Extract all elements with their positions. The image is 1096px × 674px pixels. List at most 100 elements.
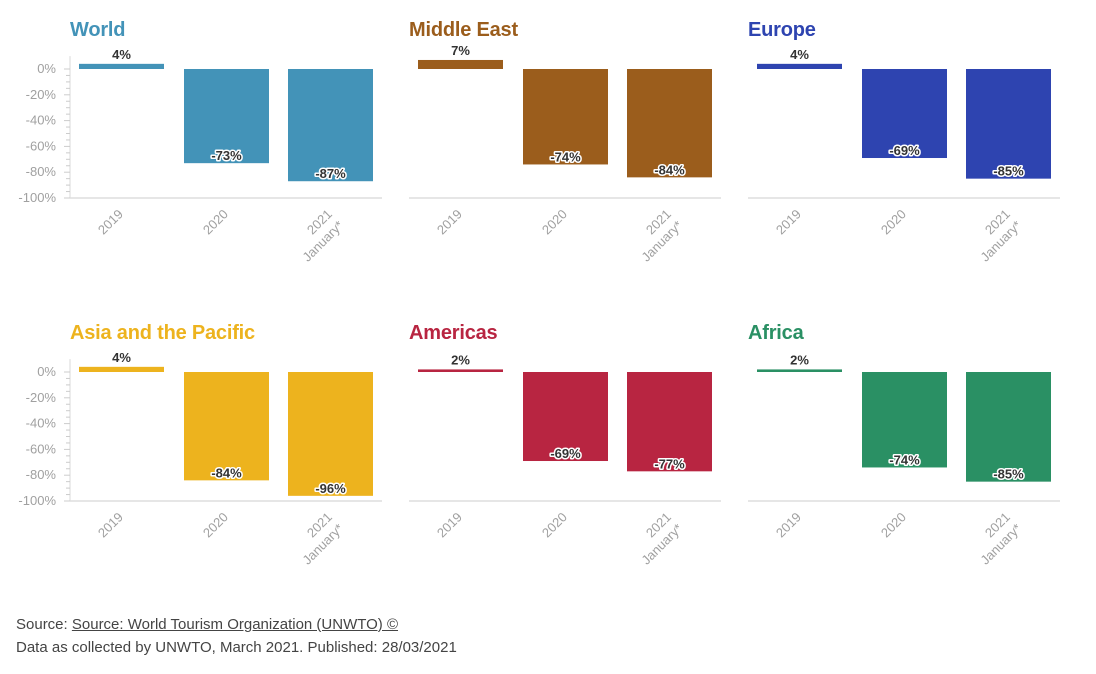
panel-asia-pacific: Asia and the Pacific 0% -20% -40% -60% -80% -… <box>0 303 382 593</box>
y-tick-label: 0% <box>37 364 56 379</box>
x-tick-label: 2019 <box>95 206 126 237</box>
y-tick-label: -80% <box>26 467 57 482</box>
data-label: -84% <box>654 162 685 177</box>
x-tick-label-line: 2020 <box>878 206 909 237</box>
x-tick-label: 2019 <box>773 206 804 237</box>
x-tick-label-line: 2020 <box>878 509 909 540</box>
bar <box>757 63 842 69</box>
small-multiples-chart: World 0% -20% -40% -60% -80% -100% 4% -73% -87% 2… <box>0 0 1060 593</box>
x-tick-label-line: 2020 <box>539 206 570 237</box>
panel-title: World <box>70 19 126 41</box>
data-label: -73% <box>211 148 242 163</box>
bar <box>184 69 269 164</box>
bar <box>966 69 1051 179</box>
source-line: Source: Source: World Tourism Organizati… <box>16 613 457 636</box>
data-label: -77% <box>654 456 685 471</box>
x-tick-label: 2019 <box>434 206 465 237</box>
y-tick-label: -40% <box>26 416 57 431</box>
bar <box>627 372 712 472</box>
x-tick-label-line: 2020 <box>539 509 570 540</box>
data-label: 2% <box>451 352 470 367</box>
panel-title: Africa <box>748 322 804 344</box>
x-tick-label-line: 2019 <box>95 509 126 540</box>
data-label: 4% <box>790 47 809 62</box>
x-tick-label: 2020 <box>878 206 909 237</box>
source-link[interactable]: Source: World Tourism Organization (UNWT… <box>71 616 399 633</box>
panel-title: Americas <box>409 322 498 344</box>
x-tick-label: 2020 <box>539 206 570 237</box>
y-tick-label: -60% <box>26 441 57 456</box>
data-label: -69% <box>550 446 581 461</box>
chart-footer: Source: Source: World Tourism Organizati… <box>16 613 457 659</box>
bar <box>418 59 503 69</box>
data-label: 2% <box>790 352 809 367</box>
x-tick-label: 2019 <box>434 509 465 540</box>
panel-world: World 0% -20% -40% -60% -80% -100% 4% -73% -87% 2… <box>0 0 382 290</box>
panel-title: Middle East <box>409 19 518 41</box>
bar <box>523 372 608 462</box>
x-tick-label: 2020 <box>200 206 231 237</box>
y-tick-label: 0% <box>37 61 56 76</box>
bar-chart: 0% -20% -40% -60% -80% -100% 4% -73% -87% 2019 202… <box>18 45 382 265</box>
y-tick-label: -100% <box>18 493 56 508</box>
bar <box>627 69 712 178</box>
x-tick-label: 2019 <box>773 509 804 540</box>
bar <box>184 372 269 481</box>
bar <box>862 69 947 159</box>
bar <box>79 366 164 372</box>
data-label: -85% <box>993 164 1024 179</box>
data-label: -84% <box>211 465 242 480</box>
y-tick-label: -100% <box>18 190 56 205</box>
data-note: Data as collected by UNWTO, March 2021. … <box>16 639 457 656</box>
data-label: 4% <box>112 350 131 365</box>
bar-chart: 0% -20% -40% -60% -80% -100% 4% -84% -96% 2019 202… <box>18 348 382 568</box>
data-label: -69% <box>889 143 920 158</box>
x-tick-label: 2020 <box>539 509 570 540</box>
x-tick-label-line: 2019 <box>95 206 126 237</box>
panel-europe: Europe 4% -69% -85% 2019 2020 2021 January* <box>678 0 1060 290</box>
x-tick-label: 2019 <box>95 509 126 540</box>
bar <box>288 69 373 182</box>
panel-title: Europe <box>748 19 816 41</box>
data-label: 4% <box>112 47 131 62</box>
x-tick-label-line: 2020 <box>200 509 231 540</box>
y-tick-label: -20% <box>26 390 57 405</box>
x-tick-label-line: 2019 <box>434 206 465 237</box>
y-tick-label: -60% <box>26 138 57 153</box>
data-label: -74% <box>889 452 920 467</box>
x-tick-label-line: 2019 <box>773 206 804 237</box>
x-tick-label-line: 2020 <box>200 206 231 237</box>
data-label: 7% <box>451 43 470 58</box>
source-prefix: Source: <box>16 616 72 633</box>
panel-title: Asia and the Pacific <box>70 322 255 344</box>
bar <box>757 369 842 372</box>
data-label: -85% <box>993 467 1024 482</box>
x-tick-label: 2020 <box>200 509 231 540</box>
bar <box>966 372 1051 482</box>
bar <box>523 69 608 165</box>
data-label: -74% <box>550 149 581 164</box>
x-tick-label-line: 2019 <box>773 509 804 540</box>
bar <box>79 63 164 69</box>
bar <box>418 369 503 372</box>
bar <box>288 372 373 496</box>
data-label: -87% <box>315 166 346 181</box>
y-tick-label: -20% <box>26 87 57 102</box>
data-label: -96% <box>315 481 346 496</box>
x-tick-label-line: 2019 <box>434 509 465 540</box>
panel-middle-east: Middle East 7% -74% -84% 2019 2020 2021 Januar… <box>339 0 721 290</box>
y-tick-label: -40% <box>26 113 57 128</box>
bar <box>862 372 947 468</box>
y-tick-label: -80% <box>26 164 57 179</box>
panel-americas: Americas 2% -69% -77% 2019 2020 2021 January* <box>339 303 721 593</box>
